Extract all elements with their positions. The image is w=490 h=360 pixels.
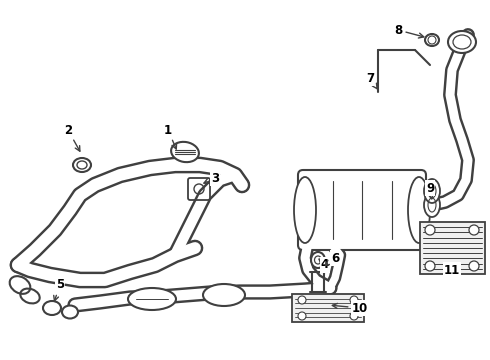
Ellipse shape [203,284,245,306]
Ellipse shape [311,252,325,268]
Text: 6: 6 [325,252,339,265]
FancyBboxPatch shape [298,170,426,250]
Ellipse shape [43,301,61,315]
Text: 4: 4 [319,258,329,271]
Text: 2: 2 [64,123,80,151]
Text: 11: 11 [444,264,460,276]
Text: 8: 8 [394,23,424,38]
Ellipse shape [294,177,316,243]
Circle shape [298,312,306,320]
Ellipse shape [448,31,476,53]
Ellipse shape [73,158,91,172]
Ellipse shape [171,142,199,162]
Circle shape [469,225,479,235]
Text: 1: 1 [164,123,176,149]
Ellipse shape [424,193,440,217]
Circle shape [425,261,435,271]
Text: 10: 10 [332,302,368,315]
Circle shape [350,296,358,304]
Ellipse shape [424,179,440,203]
Bar [419,222,485,274]
Circle shape [469,261,479,271]
Bar [292,294,364,322]
Ellipse shape [408,177,430,243]
Circle shape [350,312,358,320]
Text: 9: 9 [426,181,434,199]
Ellipse shape [62,306,78,319]
Circle shape [425,225,435,235]
Text: 5: 5 [54,279,64,301]
Circle shape [298,296,306,304]
Text: 3: 3 [204,171,219,184]
Ellipse shape [128,288,176,310]
Text: 7: 7 [366,72,377,89]
Ellipse shape [425,34,439,46]
